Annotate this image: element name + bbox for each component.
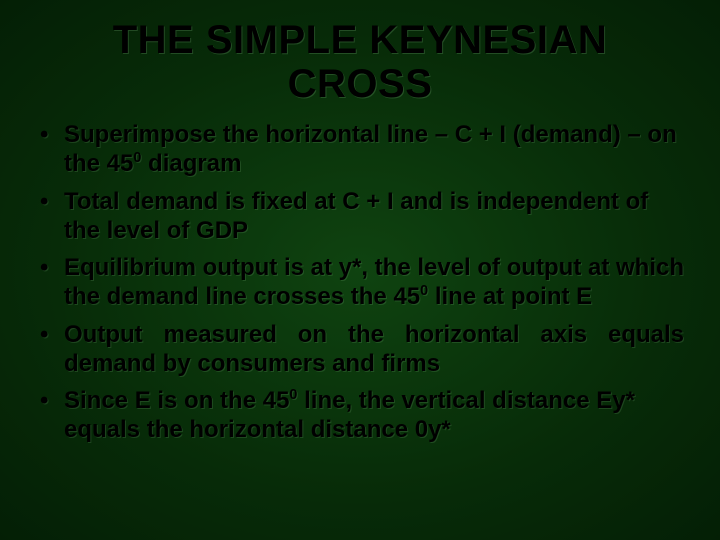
bullet-item: Total demand is fixed at C + I and is in… (36, 187, 684, 246)
bullet-item: Since E is on the 450 line, the vertical… (36, 386, 684, 445)
slide-title: THE SIMPLE KEYNESIAN CROSS (36, 18, 684, 106)
slide: THE SIMPLE KEYNESIAN CROSS Superimpose t… (0, 0, 720, 540)
bullet-item: Superimpose the horizontal line – C + I … (36, 120, 684, 179)
bullet-item: Equilibrium output is at y*, the level o… (36, 253, 684, 312)
bullet-item: Output measured on the horizontal axis e… (36, 320, 684, 379)
bullet-list: Superimpose the horizontal line – C + I … (36, 120, 684, 445)
